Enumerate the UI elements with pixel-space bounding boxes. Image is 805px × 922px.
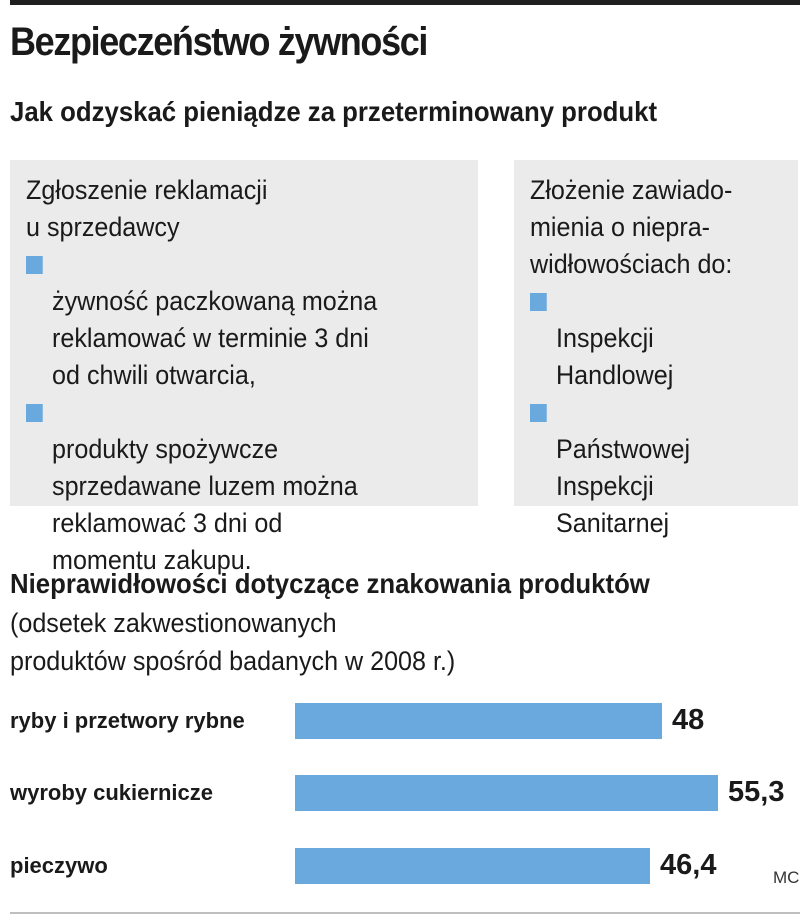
bullet-square-icon [530, 404, 547, 422]
bottom-rule [10, 912, 800, 914]
author-credit: MC [773, 868, 800, 887]
bullet-square-icon [26, 404, 43, 422]
bar-value-label: 46,4 [660, 849, 717, 881]
bullet-square-icon [26, 256, 43, 274]
complaint-bullet-loose: produkty spożywcze sprzedawane luzem moż… [26, 394, 431, 579]
bar [295, 703, 662, 739]
bullet-text: Inspekcji Handlowej [556, 323, 674, 390]
bar-value-label: 48 [672, 704, 705, 736]
page-title: Bezpieczeństwo żywności [10, 20, 428, 64]
chart-subtitle: (odsetek zakwestionowanych produktów spo… [10, 608, 456, 676]
top-rule [10, 0, 800, 5]
bullet-text: żywność paczkowaną można reklamować w te… [52, 286, 378, 390]
notification-bullet-sanitary: Państwowej Inspekcji Sanitarnej [530, 394, 766, 542]
bar-value-label: 55,3 [728, 776, 785, 808]
complaint-box-heading: Zgłoszenie reklamacji u sprzedawcy [26, 175, 268, 242]
complaint-info-box: Zgłoszenie reklamacji u sprzedawcy żywno… [10, 160, 478, 575]
category-label: wyroby cukiernicze [10, 780, 213, 805]
bullet-text: Państwowej Inspekcji Sanitarnej [556, 434, 691, 538]
notification-info-box: Złożenie zawiado- mienia o niepra- widło… [514, 160, 798, 538]
bar [295, 775, 718, 811]
notification-box-heading: Złożenie zawiado- mienia o niepra- widło… [530, 175, 733, 279]
bar [295, 848, 650, 884]
notification-bullet-trade: Inspekcji Handlowej [530, 283, 766, 394]
chart-title: Nieprawidłowości dotyczące znakowania pr… [10, 568, 650, 599]
bullet-text: produkty spożywcze sprzedawane luzem moż… [52, 434, 358, 575]
category-label: ryby i przetwory rybne [10, 708, 245, 733]
bullet-square-icon [530, 293, 547, 311]
page-subtitle: Jak odzyskać pieniądze za przeterminowan… [10, 96, 658, 127]
category-label: pieczywo [10, 853, 108, 878]
complaint-bullet-packaged: żywność paczkowaną można reklamować w te… [26, 246, 431, 394]
